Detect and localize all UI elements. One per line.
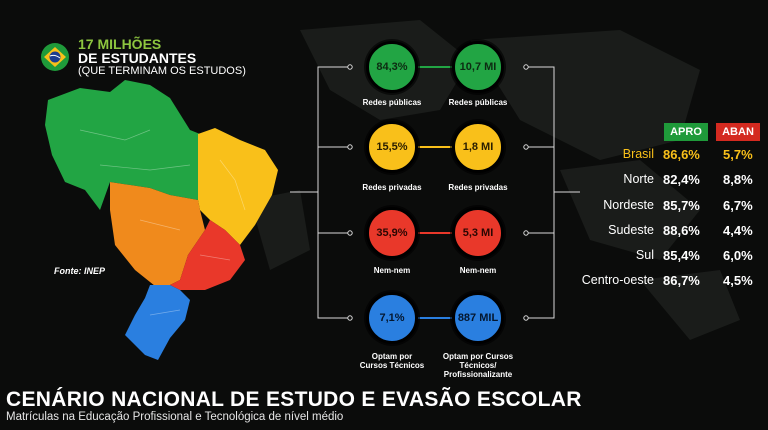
technical-share-label: Optam por Cursos Técnicos [359, 352, 425, 370]
technical-share-circle: 7,1% [366, 292, 418, 344]
header-count: 17 MILHÕES [78, 36, 162, 52]
region-name: Centro-oeste [581, 273, 654, 287]
apro-value: 86,7% [663, 273, 700, 288]
aban-value: 6,0% [723, 248, 753, 263]
apro-value: 85,7% [663, 198, 700, 213]
apro-value: 85,4% [663, 248, 700, 263]
aban-value: 4,5% [723, 273, 753, 288]
apro-header-badge: APRO [664, 123, 708, 141]
table-row-sul: Sul 85,4% 6,0% [560, 248, 764, 268]
apro-value: 86,6% [663, 147, 700, 162]
table-row-norte: Norte 82,4% 8,8% [560, 172, 764, 192]
table-row-sudeste: Sudeste 88,6% 4,4% [560, 223, 764, 243]
page-title: CENÁRIO NACIONAL DE ESTUDO E EVASÃO ESCO… [6, 388, 582, 411]
aban-value: 5,7% [723, 147, 753, 162]
technical-total-label: Optam por Cursos Técnicos/ Profissionali… [442, 352, 514, 379]
table-row-brasil: Brasil 86,6% 5,7% [560, 147, 764, 167]
map-region-nordeste [198, 128, 278, 245]
header-students: DE ESTUDANTES [78, 50, 197, 66]
aban-value: 6,7% [723, 198, 753, 213]
nem-nem-share-label: Nem-nem [373, 266, 411, 275]
region-name: Sudeste [608, 223, 654, 237]
table-row-nordeste: Nordeste 85,7% 6,7% [560, 198, 764, 218]
map-region-sudeste [170, 220, 245, 290]
table-row-centro-oeste: Centro-oeste 86,7% 4,5% [560, 273, 764, 293]
aban-header-badge: ABAN [716, 123, 760, 141]
private-share-circle: 15,5% [366, 121, 418, 173]
brazil-flag-icon [41, 43, 69, 71]
region-name: Nordeste [603, 198, 654, 212]
public-share-label: Redes públicas [362, 98, 422, 107]
region-name: Norte [623, 172, 654, 186]
apro-value: 82,4% [663, 172, 700, 187]
brazil-region-map [45, 80, 278, 360]
private-total-label: Redes privadas [448, 183, 508, 192]
public-share-circle: 84,3% [366, 41, 418, 93]
map-region-sul [125, 285, 190, 360]
header-note: (QUE TERMINAM OS ESTUDOS) [78, 65, 246, 77]
aban-value: 4,4% [723, 223, 753, 238]
technical-total-circle: 887 MIL [452, 292, 504, 344]
region-name: Brasil [622, 147, 654, 161]
nem-nem-total-circle: 5,3 MI [452, 207, 504, 259]
nem-nem-total-label: Nem-nem [459, 266, 497, 275]
private-total-circle: 1,8 MI [452, 121, 504, 173]
nem-nem-share-circle: 35,9% [366, 207, 418, 259]
map-region-centro-oeste [110, 182, 205, 290]
region-name: Sul [635, 248, 654, 262]
aban-value: 8,8% [723, 172, 753, 187]
public-total-circle: 10,7 MI [452, 41, 504, 93]
source-label: Fonte: INEP [54, 266, 105, 276]
public-total-label: Redes públicas [448, 98, 508, 107]
private-share-label: Redes privadas [362, 183, 422, 192]
map-region-norte [45, 80, 200, 210]
page-subtitle: Matrículas na Educação Profissional e Te… [6, 411, 344, 423]
apro-value: 88,6% [663, 223, 700, 238]
